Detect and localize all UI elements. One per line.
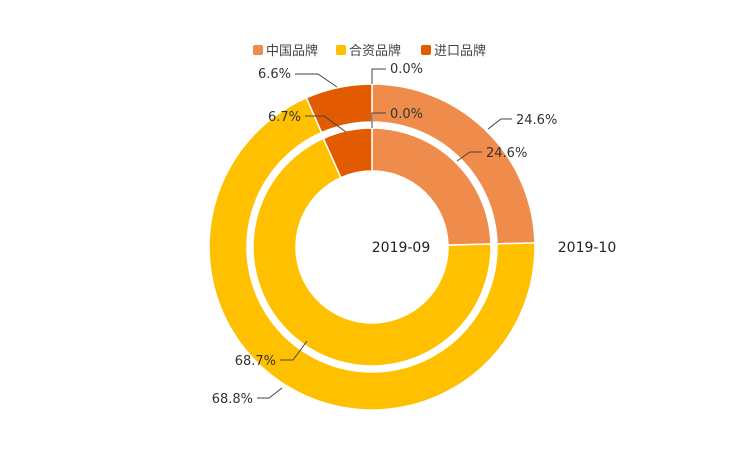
inner-label-imported-brand: 6.7% (268, 110, 301, 125)
legend-label-china-brand[interactable]: 中国品牌 (266, 43, 318, 59)
outer-label-zero-leader-line (371, 68, 386, 84)
outer-slice-joint-venture-brand[interactable] (208, 96, 536, 411)
outer-label-joint-venture-brand: 68.8% (212, 392, 253, 407)
inner-label-china-brand-leader-line (456, 151, 482, 162)
outer-label-china-brand-leader-line (487, 118, 512, 130)
outer-label-joint-venture-brand-leader-line (257, 387, 283, 399)
legend-label-imported-brand[interactable]: 进口品牌 (434, 43, 486, 59)
outer-label-imported-brand: 6.6% (258, 67, 291, 82)
inner-label-joint-venture-brand-leader-line (280, 340, 308, 361)
outer-slice-imported-brand[interactable] (305, 83, 373, 134)
data-labels: 24.6% 68.8% 6.6% 0.0% 24.6% 68.7% 6.7% 0.0% (212, 62, 558, 407)
legend-swatch-china-brand (253, 45, 263, 55)
inner-label-zero: 0.0% (390, 107, 423, 122)
inner-label-china-brand: 24.6% (486, 146, 527, 161)
inner-label-joint-venture-brand: 68.7% (235, 354, 276, 369)
outer-label-imported-brand-leader-line (295, 73, 338, 88)
outer-label-china-brand: 24.6% (516, 113, 557, 128)
outer-ring (208, 83, 536, 411)
legend: 中国品牌 合资品牌 进口品牌 (253, 43, 486, 59)
legend-swatch-imported-brand (421, 45, 431, 55)
inner-ring-label: 2019-09 (372, 240, 431, 256)
legend-label-joint-venture-brand[interactable]: 合资品牌 (349, 43, 401, 59)
outer-label-zero: 0.0% (390, 62, 423, 77)
inner-slice-imported-brand[interactable] (322, 127, 373, 179)
outer-ring-label: 2019-10 (558, 240, 617, 256)
inner-slice-joint-venture-brand[interactable] (252, 137, 492, 367)
legend-swatch-joint-venture-brand (336, 45, 346, 55)
inner-label-imported-brand-leader-line (305, 115, 347, 133)
inner-label-zero-leader-line (371, 112, 386, 128)
inner-ring (252, 127, 492, 367)
